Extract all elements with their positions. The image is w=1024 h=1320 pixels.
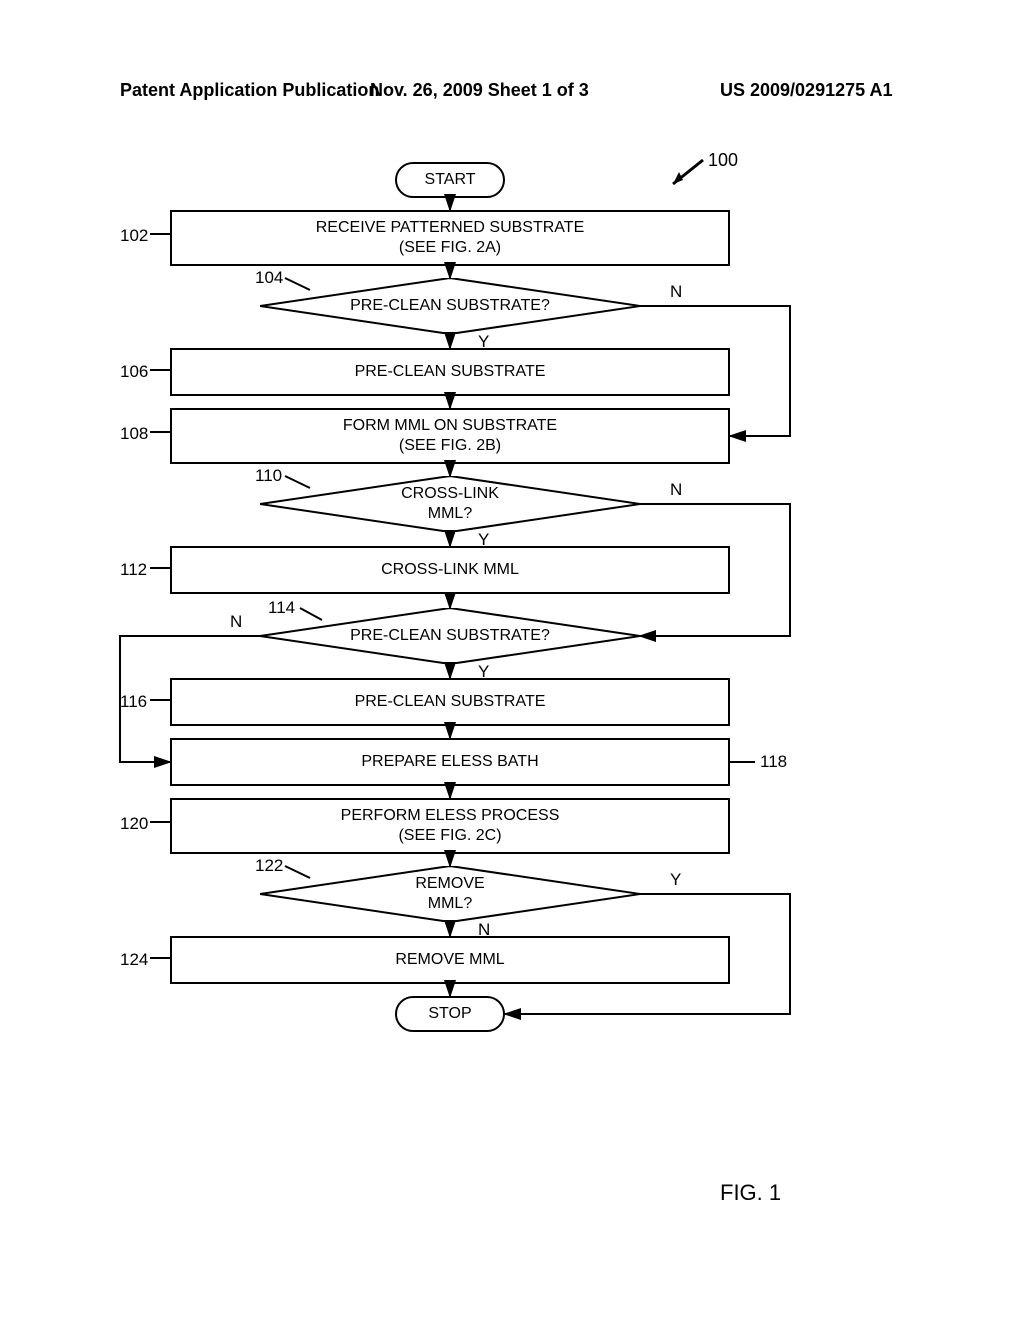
yn-110-n: N [670,480,682,500]
yn-114-n: N [230,612,242,632]
connectors [100,150,900,1170]
flowchart: 100 START RECEIVE PATTERNED SUBSTRATE (S… [100,150,900,1170]
yn-110-y: Y [478,530,489,550]
yn-122-n: N [478,920,490,940]
header-right: US 2009/0291275 A1 [720,80,892,101]
yn-122-y: Y [670,870,681,890]
yn-114-y: Y [478,662,489,682]
yn-104-n: N [670,282,682,302]
header-left: Patent Application Publication [120,80,379,101]
yn-104-y: Y [478,332,489,352]
header-center: Nov. 26, 2009 Sheet 1 of 3 [370,80,589,101]
figure-label: FIG. 1 [720,1180,781,1206]
